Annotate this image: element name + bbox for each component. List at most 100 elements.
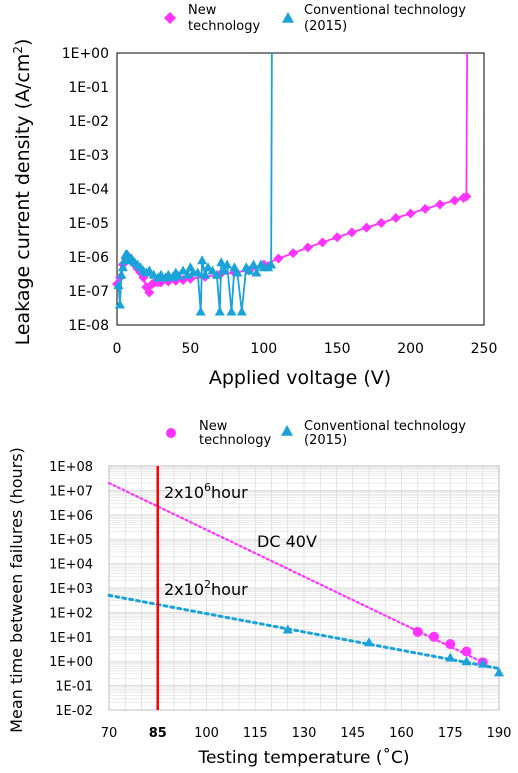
x-tick-label: 100	[194, 726, 219, 741]
legend-marker-conventional-technology	[282, 12, 294, 23]
series-new-technology	[112, 52, 472, 298]
data-point	[116, 269, 127, 279]
y-axis-ticks-leakage: 1E+00 1E-01 1E-02 1E-03 1E-04 1E-05 1E-06 1E-07…	[62, 46, 109, 334]
x-tick-label: 200	[397, 341, 424, 357]
data-point	[376, 218, 387, 228]
annotation-dc-40v: DC 40V	[257, 532, 317, 551]
chart-leakage: New technology Conventional technology (…	[11, 3, 497, 389]
data-point	[361, 222, 372, 233]
x-axis-title-mtbf: Testing temperature (˚C)	[197, 747, 409, 768]
data-point	[207, 265, 218, 275]
x-tick-label: 145	[340, 726, 365, 741]
y-tick-label: 1E+00	[62, 46, 109, 62]
y-tick-label: 1E+04	[49, 558, 93, 573]
data-point	[273, 253, 284, 264]
data-point	[144, 265, 155, 275]
y-tick-label: 1E-03	[68, 148, 109, 164]
annotation-prefix: 2x10	[164, 483, 204, 502]
data-point	[282, 624, 293, 634]
data-point	[429, 631, 439, 642]
y-tick-label: 1E+03	[49, 582, 93, 597]
data-point	[211, 269, 222, 279]
data-point	[200, 269, 211, 279]
legend-label-conventional-line1: Conventional technology	[304, 419, 466, 434]
data-point	[248, 259, 259, 269]
legend-marker-shape	[282, 12, 294, 23]
data-point	[434, 199, 445, 210]
annotation-sup: 2	[204, 578, 211, 591]
data-point	[420, 203, 431, 214]
x-tick-label: 115	[243, 726, 268, 741]
series-leakage	[112, 52, 472, 316]
legend-marker-shape	[164, 12, 176, 24]
legend-marker-shape	[166, 428, 176, 438]
x-axis-ticks-leakage: 0 50 100 150 200 250	[113, 341, 498, 357]
y-tick-label: 1E-06	[68, 250, 109, 266]
trendline-new-technology	[107, 481, 484, 664]
y-tick-label: 1E-01	[55, 680, 93, 695]
y-axis-ticks-mtbf: 1E+08 1E+07 1E+06 1E+05 1E+04 1E+03 1E+02 1E+01…	[49, 460, 93, 719]
data-point	[364, 637, 374, 647]
data-point	[494, 667, 504, 677]
x-tick-label: 100	[250, 341, 277, 357]
annotation-suffix: hour	[211, 580, 248, 599]
x-axis-ticks-mtbf: 70 85 100 115 130 145 160 175 190	[101, 726, 512, 741]
data-point	[412, 626, 423, 637]
x-tick-label: 130	[292, 726, 317, 741]
y-tick-label: 1E+08	[49, 460, 93, 475]
annotation-suffix: hour	[211, 483, 248, 502]
data-point	[219, 265, 230, 275]
legend-marker-new-technology	[164, 12, 176, 24]
data-point	[477, 658, 488, 668]
data-point	[144, 287, 155, 298]
legend-label-new-line2: technology	[199, 433, 271, 448]
data-point	[195, 306, 206, 316]
plot-area-mtbf	[108, 465, 500, 711]
y-axis-title-prefix: Leakage current density (A/cm	[12, 54, 34, 346]
y-tick-label: 1E-04	[68, 182, 109, 198]
y-tick-label: 1E+02	[49, 606, 93, 621]
data-point	[461, 656, 472, 666]
data-point	[251, 267, 262, 277]
data-point	[461, 646, 472, 657]
y-tick-label: 1E-05	[68, 216, 109, 232]
legend-label-conventional-line2: (2015)	[304, 433, 347, 448]
data-point	[288, 248, 299, 259]
data-point	[192, 267, 203, 277]
data-point	[178, 265, 189, 275]
legend-label-new-line1: New	[188, 3, 217, 18]
data-point	[222, 259, 233, 269]
data-point	[226, 306, 237, 316]
legend-label-conventional-line1: Conventional technology	[304, 3, 466, 18]
y-tick-label: 1E+05	[49, 533, 93, 548]
y-tick-label: 1E+00	[49, 655, 93, 670]
data-point	[405, 208, 416, 219]
x-tick-label: 70	[101, 726, 118, 741]
y-tick-label: 1E-07	[68, 284, 109, 300]
y-tick-label: 1E-02	[55, 704, 93, 719]
y-tick-label: 1E+07	[49, 484, 93, 499]
x-tick-label: 0	[113, 341, 122, 357]
plot-area-leakage	[116, 52, 485, 326]
y-tick-label: 1E-01	[68, 80, 109, 96]
x-tick-label: 50	[181, 341, 199, 357]
legend-top: New technology Conventional technology (…	[164, 3, 466, 34]
legend-label-conventional-line2: (2015)	[304, 19, 347, 34]
data-point	[113, 280, 124, 290]
annotation-2x10-2-hour: 2x102hour	[164, 578, 248, 599]
data-point	[117, 262, 128, 272]
data-point	[236, 306, 247, 316]
y-tick-label: 1E+01	[49, 631, 93, 646]
data-point	[445, 639, 456, 650]
y-tick-label: 1E+06	[49, 509, 93, 524]
chart-mtbf: New technology Conventional technology (…	[7, 419, 511, 768]
y-axis-title-suffix: )	[12, 39, 34, 46]
data-point	[332, 232, 343, 243]
data-point	[244, 265, 255, 275]
legend-marker-shape	[281, 425, 293, 436]
annotation-prefix: 2x10	[164, 580, 204, 599]
x-axis-title-leakage: Applied voltage (V)	[209, 367, 391, 389]
data-point	[173, 270, 184, 280]
